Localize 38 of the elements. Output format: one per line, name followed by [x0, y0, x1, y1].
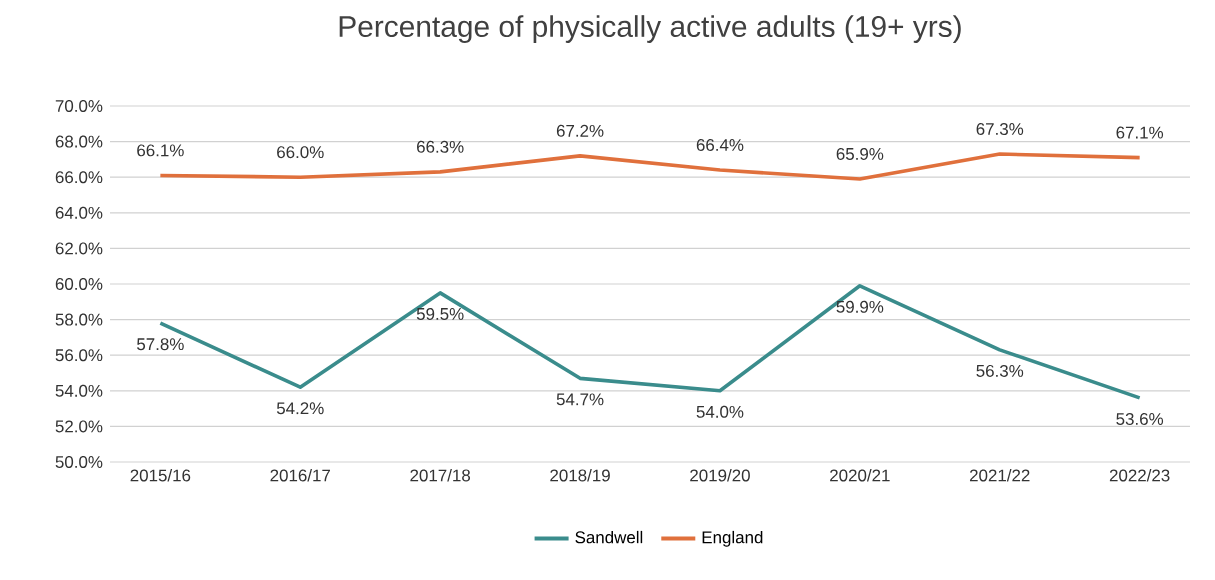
y-tick-label: 64.0% [55, 206, 103, 219]
y-tick-label: 70.0% [55, 100, 103, 112]
data-label: 54.0% [696, 405, 744, 418]
x-tick-label: 2019/20 [690, 469, 750, 482]
y-tick-label: 62.0% [55, 242, 103, 255]
x-tick-label: 2016/17 [270, 469, 331, 482]
data-label: 57.8% [137, 338, 184, 351]
data-label: 67.1% [1116, 126, 1164, 139]
data-label: 66.3% [417, 140, 464, 153]
data-label: 67.2% [556, 124, 604, 137]
legend-label: England [702, 530, 763, 547]
data-label: 59.9% [836, 300, 884, 313]
y-tick-label: 52.0% [55, 420, 103, 433]
data-label: 65.9% [836, 147, 884, 160]
data-label: 66.1% [137, 144, 184, 157]
y-tick-label: 50.0% [55, 456, 103, 468]
data-label: 66.4% [696, 139, 744, 152]
data-label: 54.2% [276, 402, 324, 415]
y-tick-label: 58.0% [55, 313, 103, 326]
x-tick-label: 2022/23 [1109, 469, 1170, 482]
y-tick-label: 56.0% [55, 349, 103, 362]
x-tick-label: 2015/16 [130, 469, 191, 482]
y-tick-label: 60.0% [55, 278, 103, 290]
data-label: 54.7% [556, 393, 604, 406]
x-tick-label: 2020/21 [830, 469, 890, 482]
x-tick-label: 2017/18 [410, 469, 471, 482]
data-label: 67.3% [976, 123, 1024, 136]
data-label: 53.6% [1116, 412, 1164, 425]
legend-label: Sandwell [575, 530, 643, 544]
y-tick-label: 54.0% [55, 384, 103, 397]
chart-title: Percentage of physically active adults (19+ yrs) [339, 15, 961, 43]
y-tick-label: 66.0% [55, 171, 103, 184]
x-tick-label: 2018/19 [550, 469, 610, 482]
data-label: 59.5% [416, 307, 464, 320]
data-label: 56.3% [976, 364, 1024, 377]
y-tick-label: 68.0% [55, 135, 103, 148]
data-label: 66.0% [277, 146, 324, 159]
x-tick-label: 2021/22 [969, 469, 1030, 482]
